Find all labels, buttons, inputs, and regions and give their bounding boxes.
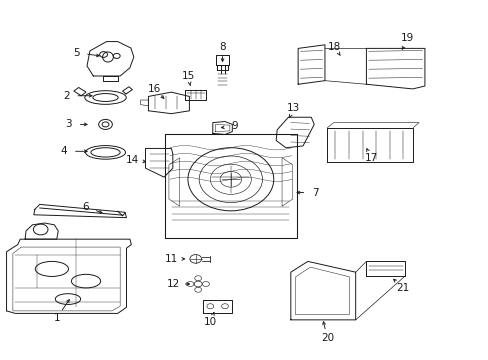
Text: 20: 20 bbox=[320, 333, 333, 343]
Text: 5: 5 bbox=[73, 48, 80, 58]
Text: 11: 11 bbox=[164, 254, 178, 264]
Text: 14: 14 bbox=[125, 155, 139, 165]
Text: 18: 18 bbox=[327, 42, 341, 52]
Text: 7: 7 bbox=[311, 188, 318, 198]
Text: 3: 3 bbox=[65, 120, 72, 129]
Text: 4: 4 bbox=[61, 146, 67, 156]
Text: 19: 19 bbox=[401, 33, 414, 43]
Text: 12: 12 bbox=[167, 279, 180, 289]
Text: 10: 10 bbox=[203, 317, 217, 327]
Text: 13: 13 bbox=[286, 103, 299, 113]
Text: 9: 9 bbox=[231, 121, 238, 131]
Text: 1: 1 bbox=[53, 313, 60, 323]
Text: 21: 21 bbox=[396, 283, 409, 293]
Text: 8: 8 bbox=[219, 42, 225, 52]
Text: 2: 2 bbox=[63, 91, 70, 101]
Text: 6: 6 bbox=[82, 202, 89, 212]
Text: 17: 17 bbox=[364, 153, 377, 163]
Text: 16: 16 bbox=[147, 84, 161, 94]
Text: 15: 15 bbox=[182, 71, 195, 81]
